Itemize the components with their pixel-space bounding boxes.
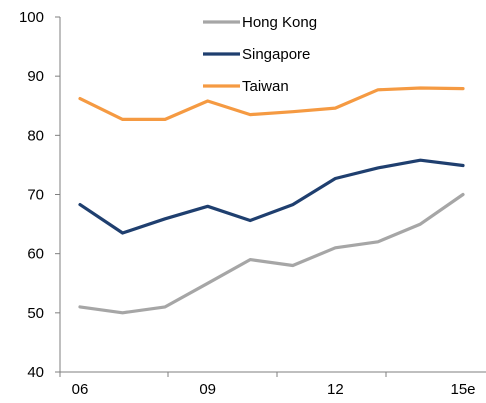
series-line-taiwan bbox=[78, 86, 465, 122]
y-tick-label: 60 bbox=[27, 246, 44, 263]
series-line-hong-kong bbox=[78, 192, 465, 315]
y-tick-label: 80 bbox=[27, 127, 44, 144]
legend: Hong Kong Singapore Taiwan bbox=[203, 14, 317, 95]
x-tick-label: 09 bbox=[199, 381, 216, 398]
series-lines bbox=[78, 86, 465, 315]
series-line-singapore bbox=[78, 158, 465, 235]
y-tick-label: 40 bbox=[27, 364, 44, 381]
legend-label-hong-kong: Hong Kong bbox=[242, 14, 317, 31]
y-tick-label: 90 bbox=[27, 68, 44, 85]
axes: 40 50 60 70 80 90 100 06 09 12 15e bbox=[19, 9, 486, 398]
legend-label-taiwan: Taiwan bbox=[242, 78, 289, 95]
x-tick-label: 15e bbox=[450, 381, 475, 398]
y-tick-label: 70 bbox=[27, 187, 44, 204]
legend-label-singapore: Singapore bbox=[242, 46, 310, 63]
y-tick-label: 100 bbox=[19, 9, 44, 26]
x-tick-label: 06 bbox=[72, 381, 89, 398]
y-tick-label: 50 bbox=[27, 305, 44, 322]
x-tick-label: 12 bbox=[327, 381, 344, 398]
